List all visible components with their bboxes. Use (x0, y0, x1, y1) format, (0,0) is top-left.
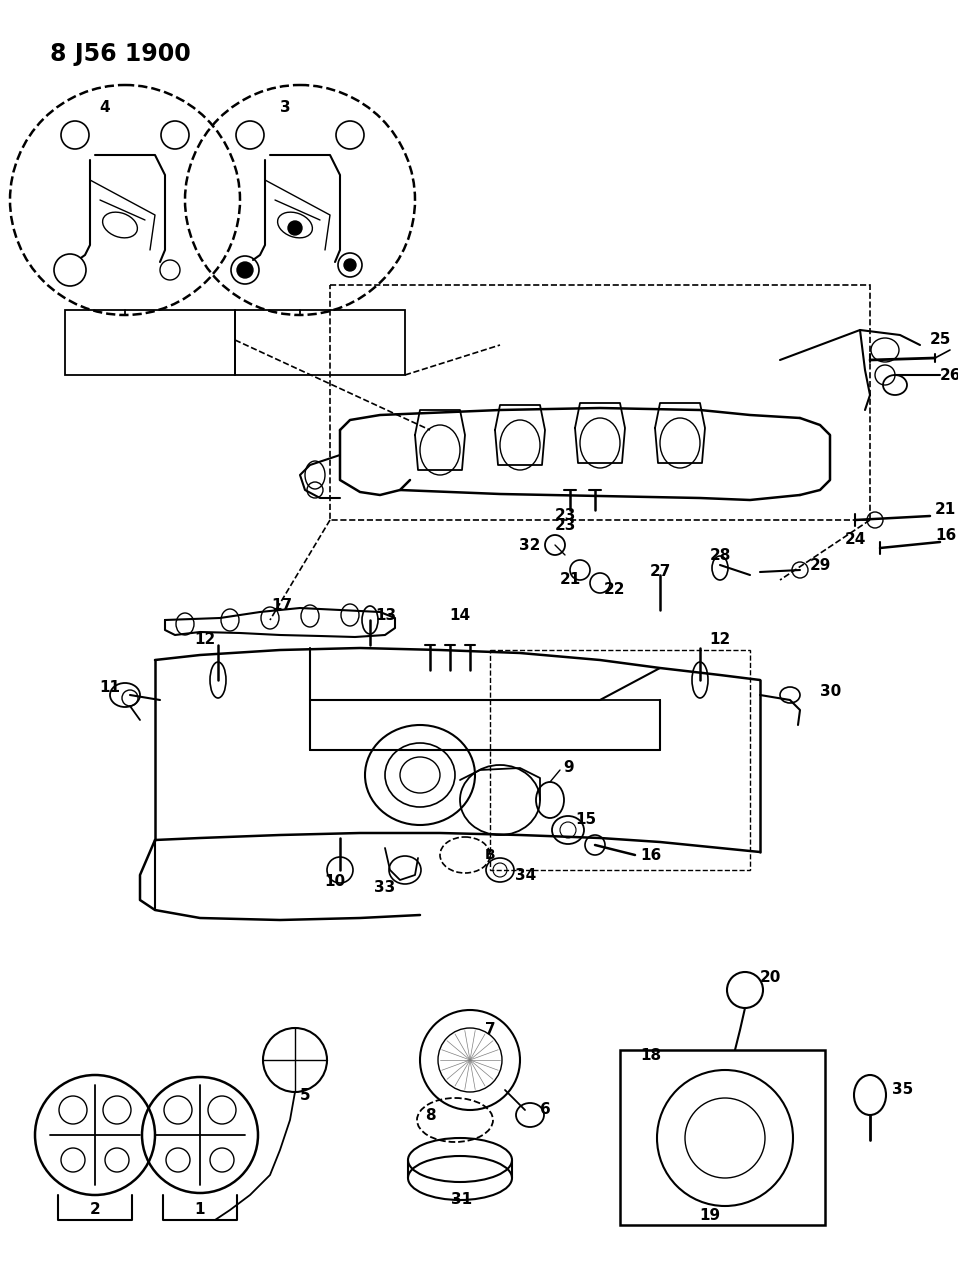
Text: 28: 28 (709, 547, 731, 562)
Circle shape (236, 121, 264, 149)
Circle shape (54, 254, 86, 286)
Text: 19: 19 (699, 1207, 720, 1223)
Text: 31: 31 (451, 1192, 472, 1207)
Text: 21: 21 (935, 502, 956, 518)
Text: 12: 12 (194, 632, 216, 648)
Text: 17: 17 (271, 598, 292, 612)
Text: 13: 13 (375, 607, 396, 622)
Circle shape (161, 121, 189, 149)
Text: 7: 7 (485, 1023, 495, 1038)
Text: 23: 23 (555, 507, 576, 523)
Text: 8 J56 1900: 8 J56 1900 (50, 42, 191, 66)
Text: 2: 2 (90, 1202, 101, 1218)
Text: 33: 33 (375, 881, 396, 895)
Text: 20: 20 (760, 970, 782, 986)
Circle shape (288, 221, 302, 235)
Circle shape (61, 121, 89, 149)
Text: 1: 1 (194, 1202, 205, 1218)
Text: 25: 25 (929, 333, 950, 348)
Text: 16: 16 (640, 848, 661, 862)
Text: 4: 4 (100, 101, 110, 116)
Text: 8: 8 (424, 1108, 435, 1122)
Text: 18: 18 (640, 1048, 661, 1062)
Text: 12: 12 (709, 632, 731, 648)
Text: 10: 10 (325, 875, 346, 890)
Circle shape (336, 121, 364, 149)
Text: 5: 5 (300, 1088, 310, 1103)
Text: 15: 15 (575, 812, 596, 827)
Text: 21: 21 (559, 572, 581, 588)
Bar (490, 650, 750, 870)
Circle shape (237, 261, 253, 278)
Text: 9: 9 (563, 760, 574, 775)
Text: 11: 11 (99, 681, 120, 695)
Text: 14: 14 (449, 607, 470, 622)
Text: 24: 24 (844, 533, 866, 547)
Text: 23: 23 (555, 518, 576, 533)
Text: 32: 32 (518, 538, 540, 552)
Bar (235, 310, 405, 375)
Text: 26: 26 (940, 368, 958, 384)
Text: B: B (485, 848, 495, 862)
Circle shape (344, 259, 356, 272)
Text: 29: 29 (810, 557, 832, 572)
Text: 35: 35 (892, 1082, 913, 1098)
Bar (310, 700, 660, 750)
Text: 22: 22 (604, 583, 626, 598)
Text: 27: 27 (650, 565, 671, 580)
Text: 34: 34 (515, 867, 536, 882)
Bar (330, 286, 870, 520)
Bar (620, 1051, 825, 1225)
Text: 6: 6 (540, 1103, 551, 1117)
Text: 16: 16 (935, 529, 956, 543)
Text: 30: 30 (820, 685, 841, 700)
Text: 3: 3 (280, 101, 290, 116)
Bar (65, 310, 235, 375)
